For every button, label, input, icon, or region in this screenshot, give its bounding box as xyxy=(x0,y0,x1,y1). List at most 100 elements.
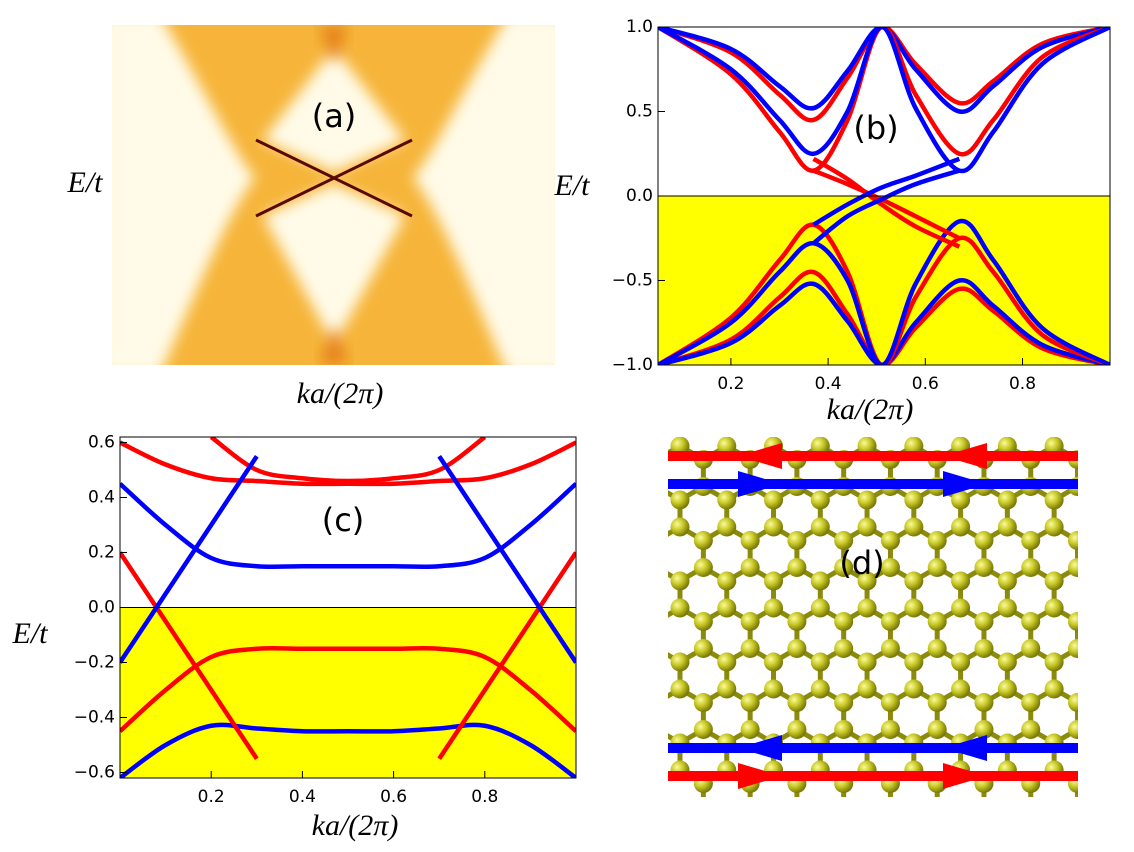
bond xyxy=(1101,649,1124,663)
bond xyxy=(680,811,703,825)
atom xyxy=(997,571,1017,591)
atom xyxy=(787,693,807,712)
atom xyxy=(740,720,760,739)
atom xyxy=(927,639,947,658)
y-tick-label: −0.6 xyxy=(74,763,115,783)
atom xyxy=(997,437,1017,456)
atom xyxy=(974,558,994,577)
bond xyxy=(1101,608,1124,622)
atom xyxy=(717,490,737,510)
atom xyxy=(974,612,994,631)
atom xyxy=(670,517,690,537)
band-line xyxy=(658,27,1110,114)
bond xyxy=(1124,527,1134,541)
atom xyxy=(810,652,830,672)
bond xyxy=(1076,728,1078,733)
atom xyxy=(740,558,760,577)
arrow-head xyxy=(943,735,987,761)
y-tick-label: 1.0 xyxy=(626,17,653,37)
occupied-fill xyxy=(120,607,576,778)
band-line xyxy=(120,455,259,664)
atom xyxy=(787,558,807,577)
atom xyxy=(1068,693,1078,712)
atom xyxy=(717,517,737,537)
bond xyxy=(1076,566,1078,571)
arrow-head xyxy=(738,471,782,497)
atom xyxy=(998,815,1017,834)
y-tick-label: −0.4 xyxy=(74,708,115,728)
atom xyxy=(857,652,877,672)
atom xyxy=(647,477,666,496)
bond xyxy=(1124,446,1134,460)
atom xyxy=(997,490,1017,510)
atom xyxy=(647,774,666,793)
y-tick-label: −0.2 xyxy=(74,653,115,673)
bond xyxy=(1076,780,1078,785)
atom xyxy=(1044,679,1064,699)
atom xyxy=(857,571,877,591)
bond xyxy=(703,811,726,825)
bond xyxy=(1076,647,1078,652)
x-tick-label: 0.4 xyxy=(289,787,316,807)
atom xyxy=(764,598,784,618)
atom xyxy=(904,437,924,456)
band-line xyxy=(812,156,961,249)
bond xyxy=(1031,811,1054,825)
band-line xyxy=(209,437,487,484)
bond xyxy=(1124,730,1134,744)
atom xyxy=(740,531,760,550)
atom xyxy=(974,720,994,739)
atom xyxy=(693,558,713,577)
atom xyxy=(1021,801,1040,820)
bond xyxy=(1076,699,1078,704)
atom xyxy=(764,490,784,510)
bond xyxy=(774,811,797,825)
y-tick-label: 0.2 xyxy=(88,543,115,563)
heatmap-region xyxy=(320,25,348,60)
atom xyxy=(834,693,854,712)
x-tick-label: 0.2 xyxy=(198,787,225,807)
atom xyxy=(810,598,830,618)
arrow-head xyxy=(943,763,987,789)
y-axis-label: E/t xyxy=(67,166,104,199)
atom xyxy=(741,801,760,820)
arrow-head xyxy=(738,735,782,761)
atom xyxy=(881,801,900,820)
atom xyxy=(1091,761,1110,780)
atom xyxy=(647,450,666,469)
atom xyxy=(764,679,784,699)
heatmap-edge-state xyxy=(255,138,413,218)
atom xyxy=(1115,720,1134,739)
atom xyxy=(1068,612,1078,631)
heatmap xyxy=(112,25,555,365)
atom xyxy=(1044,490,1064,510)
atom xyxy=(764,571,784,591)
atom xyxy=(647,612,666,631)
atom xyxy=(810,490,830,510)
occupied-fill xyxy=(658,196,1110,365)
atom xyxy=(810,517,830,537)
atom xyxy=(787,612,807,631)
atom xyxy=(904,815,923,834)
atom xyxy=(670,679,690,699)
bond xyxy=(1101,446,1124,460)
bond xyxy=(1054,811,1077,825)
atom xyxy=(717,437,737,456)
atom xyxy=(717,652,737,672)
atom xyxy=(951,598,971,618)
bond xyxy=(1101,770,1124,784)
atom xyxy=(694,801,713,820)
atom xyxy=(1091,680,1110,699)
edge-current xyxy=(668,743,1078,753)
bond xyxy=(984,811,1007,825)
atom xyxy=(1091,572,1110,591)
atom xyxy=(693,720,713,739)
bond xyxy=(657,811,680,825)
bond xyxy=(914,811,937,825)
atom xyxy=(857,437,877,456)
atom xyxy=(857,517,877,537)
atom xyxy=(787,720,807,739)
atom xyxy=(857,679,877,699)
panel-label: (b) xyxy=(853,109,898,147)
